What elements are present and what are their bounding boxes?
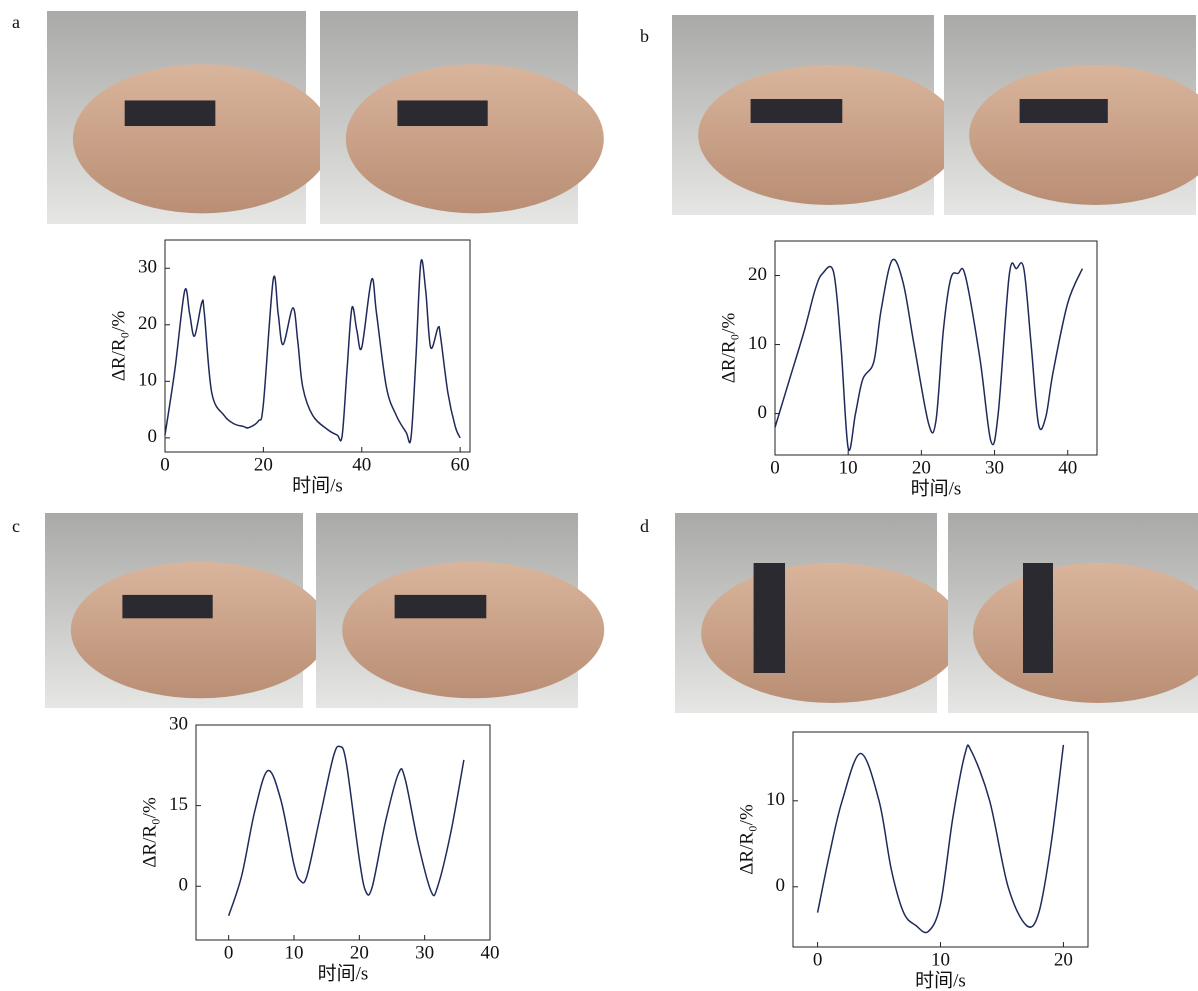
photo-limb [72,64,332,214]
x-tick-label: 40 [352,454,371,475]
y-tick-label: 20 [138,313,157,334]
y-tick-label: 0 [758,402,768,423]
x-tick-label: 20 [1054,949,1073,970]
x-tick-label: 10 [839,457,858,478]
x-tick-label: 0 [770,457,780,478]
y-axis-label: ΔR/R₀/% [108,311,129,382]
panel-label: c [12,516,20,536]
photo-limb [701,563,964,703]
x-tick-label: 10 [931,949,950,970]
plot-frame [164,239,471,453]
y-tick-label: 0 [776,875,786,896]
y-axis-label: ΔR/R₀/% [139,797,160,868]
photo-sensor [1019,99,1108,123]
x-tick-label: 40 [1058,457,1077,478]
panel-label: d [640,516,649,536]
x-tick-label: 0 [224,942,234,963]
y-tick-label: 10 [748,333,767,354]
x-tick-label: 40 [481,942,500,963]
x-axis-label: 时间/s [911,477,962,499]
x-tick-label: 0 [813,949,823,970]
x-tick-label: 30 [985,457,1004,478]
photo-sensor [122,594,213,619]
data-line [816,744,1065,934]
y-tick-label: 0 [148,426,158,447]
photo-limb [342,561,605,699]
x-axis-label: 时间/s [318,962,369,984]
photo-sensor [394,594,487,619]
photo-sensor [124,100,216,127]
y-tick-label: 20 [748,264,767,285]
data-line [164,259,461,444]
photo-limb [698,65,961,205]
y-axis-label: ΔR/R₀/% [718,313,739,384]
photo-limb [345,64,604,214]
x-tick-label: 20 [350,942,369,963]
x-tick-label: 10 [285,942,304,963]
data-line [774,258,1084,452]
y-axis-label: ΔR/R₀/% [736,804,757,875]
x-tick-label: 20 [254,454,273,475]
y-tick-label: 30 [169,713,188,734]
plot-frame [774,240,1098,456]
x-tick-label: 0 [160,454,170,475]
panel-label: b [640,26,649,46]
y-tick-label: 10 [138,370,157,391]
photo-sensor [753,563,786,673]
y-tick-label: 30 [138,257,157,278]
photo-sensor [397,100,488,127]
photo-sensor [1023,563,1053,673]
photo-sensor [750,99,843,123]
panel-label: a [12,12,20,32]
x-tick-label: 20 [912,457,931,478]
x-axis-label: 时间/s [915,969,966,991]
y-tick-label: 10 [766,789,785,810]
x-axis-label: 时间/s [292,474,343,496]
plot-frame [195,724,491,941]
y-tick-label: 15 [169,794,188,815]
y-tick-label: 0 [179,875,189,896]
data-line [227,745,465,917]
photo-limb [70,561,329,699]
x-tick-label: 30 [415,942,434,963]
plot-frame [792,731,1089,948]
x-tick-label: 60 [451,454,470,475]
